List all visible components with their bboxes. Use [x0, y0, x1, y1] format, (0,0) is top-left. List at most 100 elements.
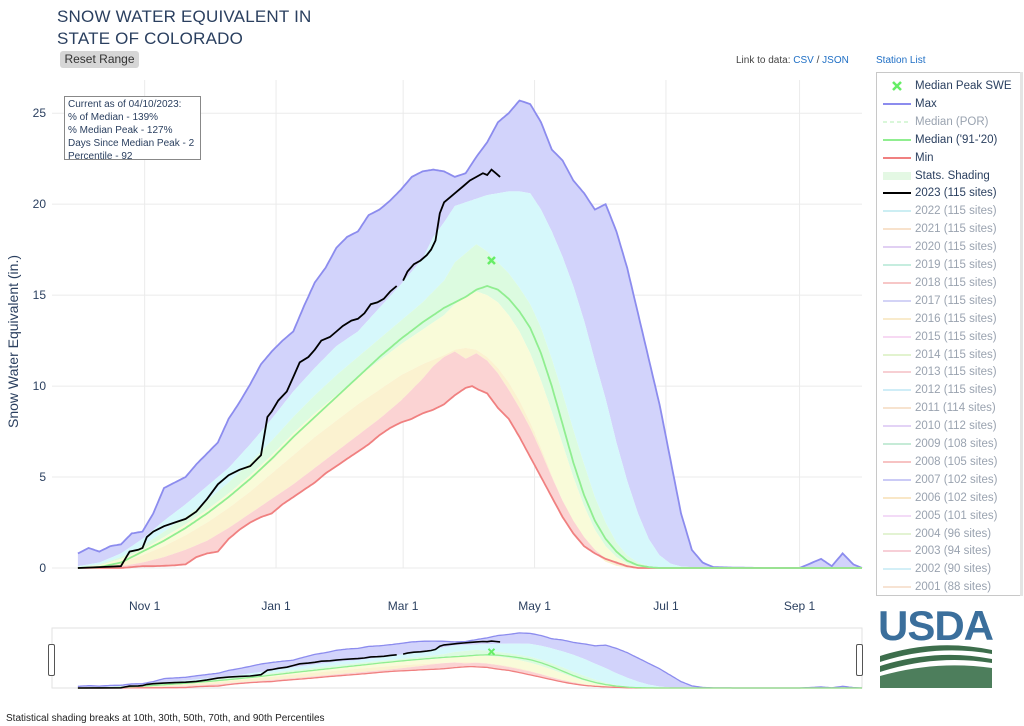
x-tick-label: Nov 1 [129, 599, 161, 613]
legend-swatch [883, 171, 911, 180]
legend-item[interactable]: Median ('91-'20) [877, 131, 1021, 149]
current-2023-line [77, 285, 398, 569]
legend-swatch [883, 443, 911, 445]
legend-label: 2003 (94 sites) [915, 545, 992, 558]
legend-swatch [883, 353, 911, 356]
legend-label: 2018 (115 sites) [915, 276, 997, 289]
legend-scrollbar[interactable] [1020, 72, 1023, 596]
legend-swatch [883, 389, 911, 392]
legend-item[interactable]: 2004 (96 sites) [877, 525, 1021, 543]
current-info-box: Current as of 04/10/2023: % of Median - … [64, 96, 201, 162]
legend-item[interactable]: 2011 (114 sites) [877, 399, 1021, 417]
legend-item[interactable]: 2002 (90 sites) [877, 560, 1021, 578]
legend-item[interactable]: 2013 (115 sites) [877, 363, 1021, 381]
legend-item[interactable]: 2010 (112 sites) [877, 417, 1021, 435]
legend-swatch [883, 478, 911, 481]
csv-link[interactable]: CSV [793, 55, 814, 66]
legend-label: 2004 (96 sites) [915, 527, 992, 540]
legend-item[interactable]: 2018 (115 sites) [877, 274, 1021, 292]
legend-item[interactable]: Median (POR) [877, 113, 1021, 131]
shading-bands [77, 100, 862, 568]
legend-swatch [883, 264, 911, 266]
range-handle-left[interactable] [48, 644, 55, 676]
current-2023-line-mini [77, 654, 397, 689]
x-tick-label: Jan 1 [261, 599, 291, 613]
reset-range-button[interactable]: Reset Range [60, 51, 139, 68]
legend-swatch [883, 192, 911, 195]
legend-swatch [883, 246, 911, 249]
legend-label: Min [915, 151, 934, 164]
band-p30-p50-mini [77, 655, 862, 688]
legend-item[interactable]: 2003 (94 sites) [877, 542, 1021, 560]
y-tick-label: 25 [33, 106, 47, 120]
legend-item[interactable]: 2007 (102 sites) [877, 471, 1021, 489]
legend-swatch [883, 407, 911, 410]
current-2023-line-mini [402, 640, 501, 655]
legend-item[interactable]: 2001 (88 sites) [877, 578, 1021, 595]
legend-swatch [883, 299, 911, 302]
info-line: Days Since Median Peak - 2 [68, 138, 195, 149]
legend-label: Max [915, 97, 937, 110]
legend-label: 2017 (115 sites) [915, 294, 997, 307]
legend-item[interactable]: 2008 (105 sites) [877, 453, 1021, 471]
median-line-mini [77, 654, 862, 689]
legend-item[interactable]: 2021 (115 sites) [877, 220, 1021, 238]
legend-swatch [883, 460, 911, 463]
legend-item[interactable]: 2023 (115 sites) [877, 184, 1021, 202]
legend-label: 2020 (115 sites) [915, 241, 997, 254]
x-tick-label: Sep 1 [784, 599, 816, 613]
legend-label: 2015 (115 sites) [915, 330, 997, 343]
legend-swatch [883, 228, 911, 231]
station-list-link[interactable]: Station List [876, 55, 926, 66]
info-line: % Median Peak - 127% [68, 125, 173, 136]
chart-legend[interactable]: Median Peak SWE Max Median (POR) Median ('9… [876, 72, 1022, 596]
legend-item[interactable]: Min [877, 149, 1021, 167]
usda-logo-graphic [880, 645, 992, 688]
legend-item[interactable]: 2020 (115 sites) [877, 238, 1021, 256]
legend-item[interactable]: Median Peak SWE [877, 77, 1021, 95]
shading-footnote: Statistical shading breaks at 10th, 30th… [6, 713, 325, 724]
median-peak-marker-mini [487, 648, 496, 656]
y-tick-label: 20 [33, 197, 47, 211]
legend-item[interactable]: Stats. Shading [877, 167, 1021, 185]
range-handle-right[interactable] [856, 644, 863, 676]
legend-label: 2021 (115 sites) [915, 223, 997, 236]
legend-swatch [883, 371, 911, 374]
legend-swatch [883, 425, 911, 428]
legend-item[interactable]: 2006 (102 sites) [877, 489, 1021, 507]
legend-swatch [883, 568, 911, 571]
data-links: Link to data: CSV / JSON [736, 55, 849, 66]
legend-swatch [883, 514, 911, 517]
band-p90-max [77, 100, 862, 568]
legend-item[interactable]: 2015 (115 sites) [877, 328, 1021, 346]
legend-item[interactable]: Max [877, 95, 1021, 113]
x-tick-label: May 1 [518, 599, 551, 613]
legend-item[interactable]: 2014 (115 sites) [877, 346, 1021, 364]
legend-label: 2011 (114 sites) [915, 402, 996, 415]
legend-item[interactable]: 2019 (115 sites) [877, 256, 1021, 274]
legend-item[interactable]: 2012 (115 sites) [877, 381, 1021, 399]
title-line-1: SNOW WATER EQUIVALENT IN [57, 7, 312, 26]
link-prefix: Link to data: [736, 55, 791, 66]
legend-label: 2008 (105 sites) [915, 455, 998, 468]
legend-swatch [883, 586, 911, 589]
legend-item[interactable]: 2017 (115 sites) [877, 292, 1021, 310]
legend-label: 2012 (115 sites) [915, 384, 997, 397]
y-tick-label: 10 [33, 379, 47, 393]
legend-swatch [883, 138, 911, 141]
legend-label: Median (POR) [915, 115, 989, 128]
legend-label: 2007 (102 sites) [915, 473, 998, 486]
legend-item[interactable]: 2005 (101 sites) [877, 507, 1021, 525]
legend-label: 2019 (115 sites) [915, 259, 997, 271]
link-separator: / [813, 55, 823, 66]
y-axis-title: Snow Water Equivalent (in.) [5, 255, 21, 428]
legend-item[interactable]: 2016 (115 sites) [877, 310, 1021, 328]
legend-swatch [883, 281, 911, 284]
legend-item[interactable]: 2022 (115 sites) [877, 202, 1021, 220]
legend-swatch [883, 335, 911, 338]
legend-item[interactable]: 2009 (108 sites) [877, 435, 1021, 453]
legend-label: Stats. Shading [915, 169, 990, 182]
json-link[interactable]: JSON [822, 55, 849, 66]
legend-label: Median ('91-'20) [915, 133, 998, 146]
